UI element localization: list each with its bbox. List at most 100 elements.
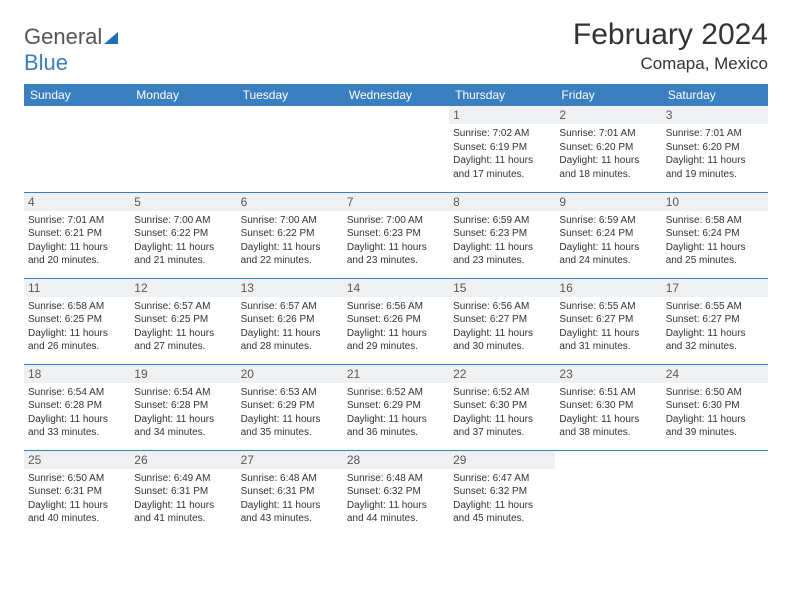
sunrise-line: Sunrise: 7:01 AM — [666, 127, 764, 141]
daylight-line: Daylight: 11 hours and 41 minutes. — [134, 499, 232, 526]
sunrise-line: Sunrise: 7:01 AM — [559, 127, 657, 141]
sunset-line: Sunset: 6:25 PM — [28, 313, 126, 327]
daylight-line: Daylight: 11 hours and 23 minutes. — [453, 241, 551, 268]
sunset-line: Sunset: 6:25 PM — [134, 313, 232, 327]
calendar-cell: 10Sunrise: 6:58 AMSunset: 6:24 PMDayligh… — [662, 192, 768, 278]
sunset-line: Sunset: 6:27 PM — [559, 313, 657, 327]
calendar-cell: 23Sunrise: 6:51 AMSunset: 6:30 PMDayligh… — [555, 364, 661, 450]
calendar-cell — [237, 106, 343, 192]
calendar-cell: 1Sunrise: 7:02 AMSunset: 6:19 PMDaylight… — [449, 106, 555, 192]
sunrise-line: Sunrise: 6:52 AM — [453, 386, 551, 400]
logo-text: General Blue — [24, 24, 118, 76]
daylight-line: Daylight: 11 hours and 20 minutes. — [28, 241, 126, 268]
calendar-row: 1Sunrise: 7:02 AMSunset: 6:19 PMDaylight… — [24, 106, 768, 192]
calendar-cell: 13Sunrise: 6:57 AMSunset: 6:26 PMDayligh… — [237, 278, 343, 364]
sunset-line: Sunset: 6:23 PM — [347, 227, 445, 241]
day-number: 18 — [24, 365, 130, 383]
sunset-line: Sunset: 6:31 PM — [28, 485, 126, 499]
day-number: 3 — [662, 106, 768, 124]
sunrise-line: Sunrise: 7:00 AM — [347, 214, 445, 228]
daylight-line: Daylight: 11 hours and 34 minutes. — [134, 413, 232, 440]
day-number: 8 — [449, 193, 555, 211]
day-number: 12 — [130, 279, 236, 297]
calendar-cell: 21Sunrise: 6:52 AMSunset: 6:29 PMDayligh… — [343, 364, 449, 450]
title-block: February 2024 Comapa, Mexico — [573, 18, 768, 74]
calendar-row: 18Sunrise: 6:54 AMSunset: 6:28 PMDayligh… — [24, 364, 768, 450]
month-title: February 2024 — [573, 18, 768, 52]
daylight-line: Daylight: 11 hours and 45 minutes. — [453, 499, 551, 526]
day-number: 5 — [130, 193, 236, 211]
daylight-line: Daylight: 11 hours and 39 minutes. — [666, 413, 764, 440]
day-number: 28 — [343, 451, 449, 469]
daylight-line: Daylight: 11 hours and 40 minutes. — [28, 499, 126, 526]
sunset-line: Sunset: 6:26 PM — [347, 313, 445, 327]
daylight-line: Daylight: 11 hours and 38 minutes. — [559, 413, 657, 440]
daylight-line: Daylight: 11 hours and 29 minutes. — [347, 327, 445, 354]
day-number: 17 — [662, 279, 768, 297]
sunrise-line: Sunrise: 7:02 AM — [453, 127, 551, 141]
day-number: 6 — [237, 193, 343, 211]
sunset-line: Sunset: 6:22 PM — [241, 227, 339, 241]
daylight-line: Daylight: 11 hours and 32 minutes. — [666, 327, 764, 354]
daylight-line: Daylight: 11 hours and 25 minutes. — [666, 241, 764, 268]
calendar-cell — [24, 106, 130, 192]
calendar-cell: 24Sunrise: 6:50 AMSunset: 6:30 PMDayligh… — [662, 364, 768, 450]
sunrise-line: Sunrise: 6:50 AM — [666, 386, 764, 400]
calendar-cell: 19Sunrise: 6:54 AMSunset: 6:28 PMDayligh… — [130, 364, 236, 450]
logo-triangle-icon — [104, 32, 118, 44]
day-number: 14 — [343, 279, 449, 297]
sunset-line: Sunset: 6:27 PM — [666, 313, 764, 327]
calendar-cell: 26Sunrise: 6:49 AMSunset: 6:31 PMDayligh… — [130, 450, 236, 536]
sunset-line: Sunset: 6:30 PM — [453, 399, 551, 413]
calendar-cell: 7Sunrise: 7:00 AMSunset: 6:23 PMDaylight… — [343, 192, 449, 278]
calendar-cell — [343, 106, 449, 192]
calendar-cell: 27Sunrise: 6:48 AMSunset: 6:31 PMDayligh… — [237, 450, 343, 536]
calendar-cell: 28Sunrise: 6:48 AMSunset: 6:32 PMDayligh… — [343, 450, 449, 536]
calendar-body: 1Sunrise: 7:02 AMSunset: 6:19 PMDaylight… — [24, 106, 768, 536]
day-number: 24 — [662, 365, 768, 383]
day-number: 4 — [24, 193, 130, 211]
day-number: 22 — [449, 365, 555, 383]
header: General Blue February 2024 Comapa, Mexic… — [24, 18, 768, 76]
sunrise-line: Sunrise: 6:56 AM — [453, 300, 551, 314]
daylight-line: Daylight: 11 hours and 22 minutes. — [241, 241, 339, 268]
weekday-header: Wednesday — [343, 84, 449, 106]
sunrise-line: Sunrise: 6:51 AM — [559, 386, 657, 400]
calendar-row: 25Sunrise: 6:50 AMSunset: 6:31 PMDayligh… — [24, 450, 768, 536]
calendar-cell: 3Sunrise: 7:01 AMSunset: 6:20 PMDaylight… — [662, 106, 768, 192]
sunset-line: Sunset: 6:24 PM — [666, 227, 764, 241]
day-number: 26 — [130, 451, 236, 469]
sunrise-line: Sunrise: 6:50 AM — [28, 472, 126, 486]
calendar-cell: 29Sunrise: 6:47 AMSunset: 6:32 PMDayligh… — [449, 450, 555, 536]
daylight-line: Daylight: 11 hours and 19 minutes. — [666, 154, 764, 181]
sunrise-line: Sunrise: 6:59 AM — [453, 214, 551, 228]
sunset-line: Sunset: 6:32 PM — [453, 485, 551, 499]
calendar-row: 4Sunrise: 7:01 AMSunset: 6:21 PMDaylight… — [24, 192, 768, 278]
logo: General Blue — [24, 18, 118, 76]
sunset-line: Sunset: 6:31 PM — [241, 485, 339, 499]
sunrise-line: Sunrise: 6:55 AM — [559, 300, 657, 314]
day-number: 1 — [449, 106, 555, 124]
day-number: 13 — [237, 279, 343, 297]
daylight-line: Daylight: 11 hours and 23 minutes. — [347, 241, 445, 268]
daylight-line: Daylight: 11 hours and 21 minutes. — [134, 241, 232, 268]
calendar-cell: 4Sunrise: 7:01 AMSunset: 6:21 PMDaylight… — [24, 192, 130, 278]
daylight-line: Daylight: 11 hours and 18 minutes. — [559, 154, 657, 181]
calendar-cell: 15Sunrise: 6:56 AMSunset: 6:27 PMDayligh… — [449, 278, 555, 364]
calendar-cell: 2Sunrise: 7:01 AMSunset: 6:20 PMDaylight… — [555, 106, 661, 192]
day-number: 20 — [237, 365, 343, 383]
sunset-line: Sunset: 6:29 PM — [241, 399, 339, 413]
daylight-line: Daylight: 11 hours and 36 minutes. — [347, 413, 445, 440]
calendar-table: SundayMondayTuesdayWednesdayThursdayFrid… — [24, 84, 768, 536]
daylight-line: Daylight: 11 hours and 28 minutes. — [241, 327, 339, 354]
sunset-line: Sunset: 6:24 PM — [559, 227, 657, 241]
weekday-header: Friday — [555, 84, 661, 106]
daylight-line: Daylight: 11 hours and 37 minutes. — [453, 413, 551, 440]
day-number: 23 — [555, 365, 661, 383]
sunrise-line: Sunrise: 6:54 AM — [28, 386, 126, 400]
weekday-header: Sunday — [24, 84, 130, 106]
sunset-line: Sunset: 6:22 PM — [134, 227, 232, 241]
sunrise-line: Sunrise: 6:58 AM — [666, 214, 764, 228]
sunrise-line: Sunrise: 7:00 AM — [134, 214, 232, 228]
sunrise-line: Sunrise: 6:56 AM — [347, 300, 445, 314]
